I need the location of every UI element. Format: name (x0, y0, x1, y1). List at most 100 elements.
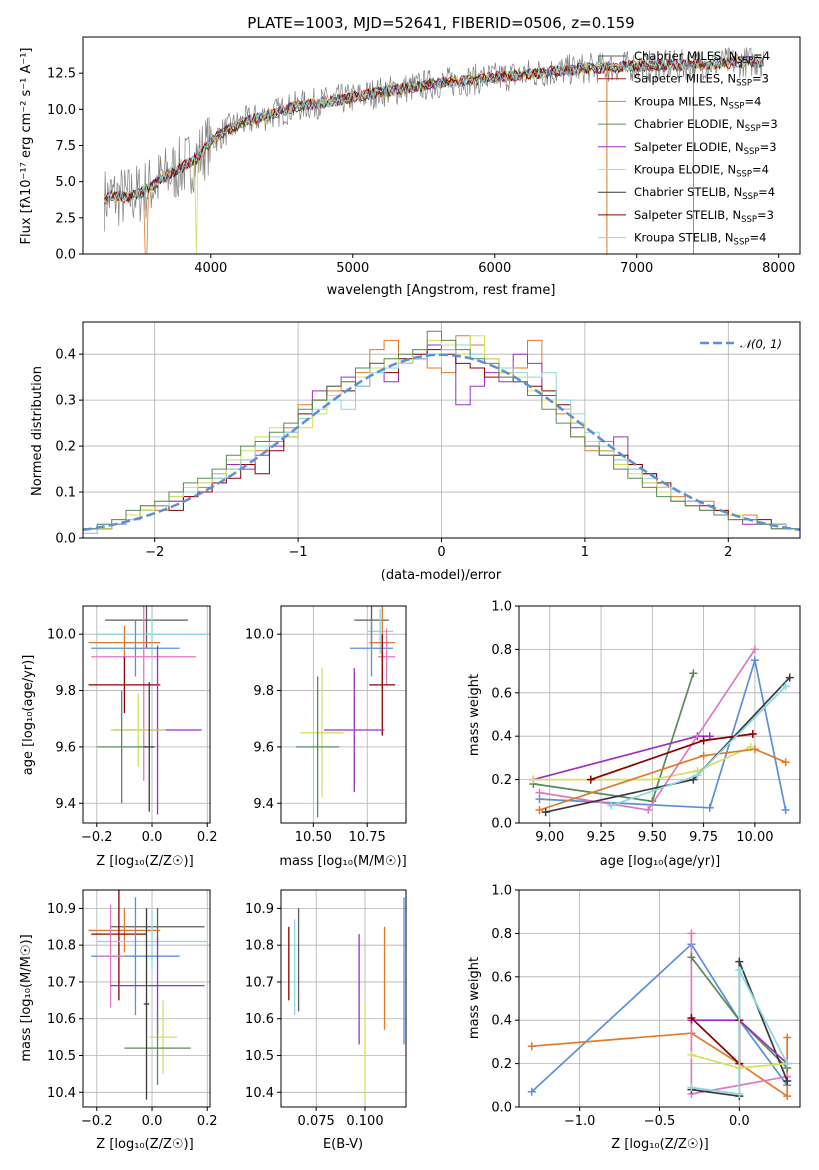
weight-marker (750, 656, 759, 665)
weight-series (541, 673, 794, 817)
x-tick-label: 9.00 (535, 830, 564, 845)
weight-marker (699, 751, 708, 760)
x-tick-label: 1 (581, 545, 589, 560)
weight-marker (781, 682, 790, 691)
x-tick-label: −1.0 (564, 1114, 596, 1129)
spectrum-lines (103, 46, 765, 254)
y-tick-label: 12.5 (47, 67, 76, 82)
y-tick-label: 0.2 (55, 440, 76, 455)
weight-marker (687, 1014, 696, 1023)
errorbar (96, 690, 147, 804)
age-vs-mass-panel: mass [log₁₀(M/M☉)] 10.50 10.75 9.4 9.6 9.8 10… (245, 605, 407, 869)
legend-name: Chabrier MILES, N (634, 49, 737, 63)
legend-suffix: =3 (757, 208, 774, 222)
y-tick-label: 10.9 (245, 902, 274, 917)
y-tick-label: 0.8 (491, 643, 512, 658)
x-tick-label: 5000 (336, 261, 369, 276)
errorbar (300, 668, 344, 798)
x-tick-label: −0.2 (81, 830, 113, 845)
y-tick-label: 10.7 (245, 975, 274, 990)
legend-sub: SSP (744, 147, 760, 157)
y-tick-label: 0.6 (491, 686, 512, 701)
errorbar (296, 676, 340, 818)
weight-marker (699, 736, 708, 745)
weight-lines (529, 645, 794, 817)
mass-vs-extinction-panel: E(B-V) 0.075 0.100 10.4 10.5 10.6 10.7 10.8 10.… (245, 889, 407, 1152)
legend-label: Kroupa STELIB, NSSP=4 (634, 231, 766, 248)
weight-marker (781, 805, 790, 814)
y-tick-label: 9.8 (253, 684, 274, 699)
legend-name: Chabrier ELODIE, N (634, 117, 745, 131)
weight-marker (783, 1092, 792, 1101)
y-tick-label: 0.0 (55, 248, 76, 263)
weight-marker (748, 730, 757, 739)
weight-marker (648, 775, 657, 784)
legend-suffix: =3 (752, 72, 769, 86)
weight-marker (785, 673, 794, 682)
x-tick-label: 9.75 (689, 830, 718, 845)
y-tick-label: 9.8 (55, 684, 76, 699)
spectrum-xlabel: wavelength [Angstrom, rest frame] (327, 283, 556, 298)
spectrum-title: PLATE=1003, MJD=52641, FIBERID=0506, z=0… (247, 14, 634, 32)
y-tick-label: 0.4 (491, 1014, 512, 1029)
axes-frame (82, 889, 211, 1108)
mass-weight-vs-age-panel: age [log₁₀(age/yr)] mass weight 9.00 9.25… (467, 600, 801, 869)
legend-name: Chabrier STELIB, N (634, 185, 742, 199)
x-tick-label: 9.50 (638, 830, 667, 845)
errorbar (377, 628, 396, 685)
y-tick-label: 0.8 (491, 927, 512, 942)
weight-marker (783, 1076, 792, 1085)
y-tick-label: 10.4 (245, 1086, 274, 1101)
gaussian-curve (83, 353, 800, 532)
weight-marker (750, 645, 759, 654)
weight-marker (529, 775, 538, 784)
x-tick-label: 2 (724, 545, 732, 560)
mass-z-ylabel: mass [log₁₀(M/M☉)] (19, 934, 34, 1061)
y-tick-label: 9.4 (253, 797, 274, 812)
y-tick-label: 10.9 (47, 902, 76, 917)
x-tick-label: 0.0 (142, 830, 163, 845)
x-tick-label: 7000 (620, 261, 653, 276)
errorbar (91, 606, 197, 781)
y-tick-label: 10.0 (245, 628, 274, 643)
x-tick-label: 0.2 (197, 830, 218, 845)
errorbar (96, 611, 208, 657)
x-tick-label: 4000 (194, 261, 227, 276)
mass-vs-metallicity-panel: Z [log₁₀(Z/Z☉)] mass [log₁₀(M/M☉)] −0.2 0… (19, 889, 218, 1152)
errorbar (143, 908, 150, 1100)
weight-marker (735, 1089, 744, 1098)
y-tick-label: 10.7 (47, 975, 76, 990)
weight-marker (644, 805, 653, 814)
legend-sub: SSP (729, 101, 745, 111)
weight-series (687, 966, 792, 1098)
weight-marker (705, 803, 714, 812)
x-tick-label: 9.25 (587, 830, 616, 845)
axes-frame (518, 605, 801, 824)
y-tick-label: 10.6 (47, 1012, 76, 1027)
mass-ebv-xlabel: E(B-V) (323, 1137, 363, 1152)
y-tick-label: 10.6 (245, 1012, 274, 1027)
y-tick-label: 10.5 (245, 1049, 274, 1064)
weight-line (611, 685, 787, 807)
y-tick-label: 9.6 (55, 740, 76, 755)
y-tick-label: 10.0 (47, 103, 76, 118)
age-mass-xlabel: mass [log₁₀(M/M☉)] (279, 854, 406, 869)
axes-frame (280, 889, 407, 1108)
x-tick-label: −2 (145, 545, 164, 560)
weight-line (539, 648, 756, 811)
weight-age-ylabel: mass weight (467, 674, 482, 756)
weight-marker (735, 957, 744, 966)
x-tick-label: 0.075 (298, 1114, 335, 1129)
y-tick-label: 0.2 (491, 1057, 512, 1072)
y-tick-label: 10.8 (47, 939, 76, 954)
y-tick-label: 9.4 (55, 797, 76, 812)
errorbar (88, 625, 161, 660)
x-tick-label: −0.5 (644, 1114, 676, 1129)
weight-line (539, 660, 787, 811)
errorbar (324, 668, 385, 792)
weight-marker (687, 1050, 696, 1059)
y-tick-label: 0.4 (55, 348, 76, 363)
legend-suffix: =4 (749, 231, 766, 245)
